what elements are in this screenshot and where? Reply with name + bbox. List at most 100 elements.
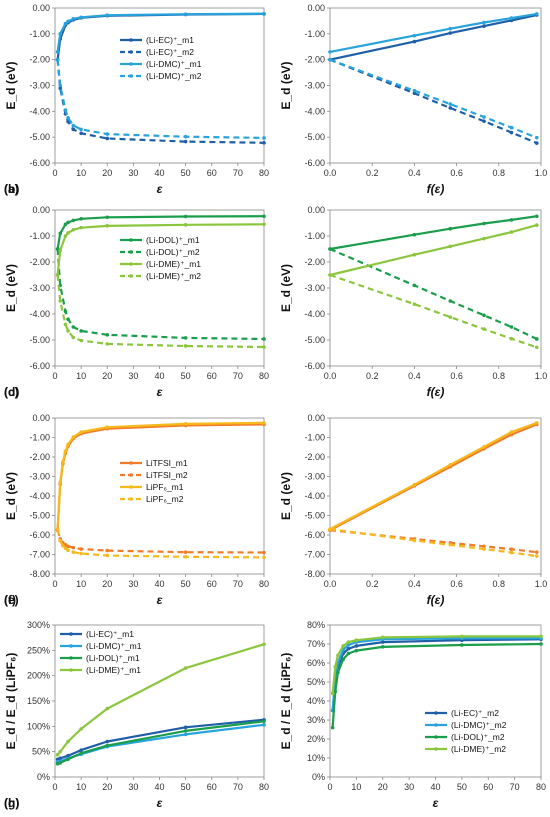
y-tick-label: -2.00 [304,452,325,462]
data-point [66,115,70,120]
data-point [183,12,188,16]
x-tick-label: 40 [154,168,164,178]
data-point [328,527,332,531]
legend-entry: LiPF₆_m1 [146,482,184,492]
data-point [66,329,70,333]
x-axis-label: f(ε) [427,593,445,607]
data-point [183,344,188,348]
data-point [79,225,83,230]
data-point [328,57,332,62]
data-point [341,657,345,661]
data-point [262,337,266,341]
data-point [66,753,70,758]
data-point [412,302,417,306]
data-point [262,555,266,560]
data-point [66,739,70,744]
data-point [183,732,188,737]
x-tick-label: 50 [181,371,191,381]
x-tick-label: 30 [128,168,138,178]
data-point [346,651,351,656]
y-tick-label: 200% [27,671,50,681]
data-point [105,706,110,711]
data-point [183,139,188,144]
series-line [329,528,537,558]
y-tick-label: -1.00 [304,29,325,39]
legend-entry: (Li-DMC)⁺_m1 [146,59,202,69]
x-tick-label: 30 [128,782,138,792]
data-point [328,273,332,277]
x-tick-label: 0.8 [493,168,506,178]
y-tick-label: -2.00 [304,55,325,65]
x-axis-label: ε [433,796,439,810]
legend-entry: (Li-DMC)⁺_m1 [86,641,142,651]
legend-marker [129,473,133,477]
data-point [336,670,340,675]
y-tick-label: -1.00 [29,433,50,443]
data-point [58,86,63,90]
legend-entry: LiTFSI_m1 [146,458,188,468]
x-tick-label: 20 [102,168,112,178]
panel-f: -8.00 -7.00 -6.00 -5.00 -4.00 -3.00 -2.00 -1.00… [4,413,547,607]
data-point [71,17,76,21]
panel-b: -6.00 -5.00 -4.00 -3.00 -2.00 -1.00 0.00 0.0 0.2… [4,3,547,196]
x-tick-label: 0 [327,782,332,792]
y-tick-label: -4.00 [29,309,50,319]
y-tick-label: -1.00 [304,433,325,443]
data-point [63,234,68,238]
y-tick-label: -7.00 [29,550,50,560]
x-tick-label: 50 [181,168,191,178]
x-tick-label: 0.4 [408,168,421,178]
data-point [183,729,188,733]
y-tick-label: 70% [307,639,325,649]
data-point [71,325,76,329]
y-tick-label: -1.00 [29,29,50,39]
data-point [482,20,486,25]
x-tick-label: 70 [233,168,243,178]
x-tick-label: 10 [76,371,86,381]
data-point [105,743,110,748]
legend-entry: LiTFSI_m2 [146,470,188,480]
data-point [534,345,539,350]
data-point [509,550,514,555]
data-point [66,442,70,447]
x-tick-label: 0 [52,782,57,792]
data-point [71,435,76,439]
data-point [105,224,110,228]
y-tick-label: -3.00 [29,81,50,91]
y-axis-label: E_d (eV) [4,472,18,520]
data-point [448,106,453,110]
y-tick-label: 20% [307,734,325,744]
data-point [380,635,385,640]
x-tick-label: 10 [76,579,86,589]
plot-area [329,624,542,778]
x-tick-label: 0.8 [493,579,506,589]
data-point [482,327,486,331]
data-point [183,422,188,426]
y-tick-label: -2.00 [29,55,50,65]
x-tick-label: 0.2 [366,371,379,381]
y-axis-label: E_d / E_d (LiPF₆) [279,653,293,750]
x-axis-label: ε [157,796,163,810]
y-tick-label: -3.00 [29,472,50,482]
legend-marker [129,262,133,266]
y-tick-label: -1.00 [29,231,50,241]
data-point [509,230,514,234]
data-point [79,748,83,752]
data-point [509,430,514,434]
data-point [534,214,539,219]
x-tick-label: 60 [207,579,217,589]
panel-d: -6.00 -5.00 -4.00 -3.00 -2.00 -1.00 0.00 0.0 0.2… [4,205,547,399]
data-point [71,123,76,128]
x-tick-label: 80 [259,168,269,178]
x-tick-label: 40 [430,782,440,792]
legend-marker [129,62,133,66]
data-point [412,88,417,93]
x-tick-label: 0.6 [450,371,463,381]
panel-h: 0% 10% 20% 30% 40% 50% 60% 70% 80% 0 10 20 30 40 50 60 7… [4,620,546,810]
x-tick-label: 0.2 [366,579,379,589]
x-tick-label: 0.8 [493,371,506,381]
y-axis-label: E_d (eV) [279,472,293,520]
data-point [534,550,539,554]
y-tick-label: -8.00 [304,569,325,579]
